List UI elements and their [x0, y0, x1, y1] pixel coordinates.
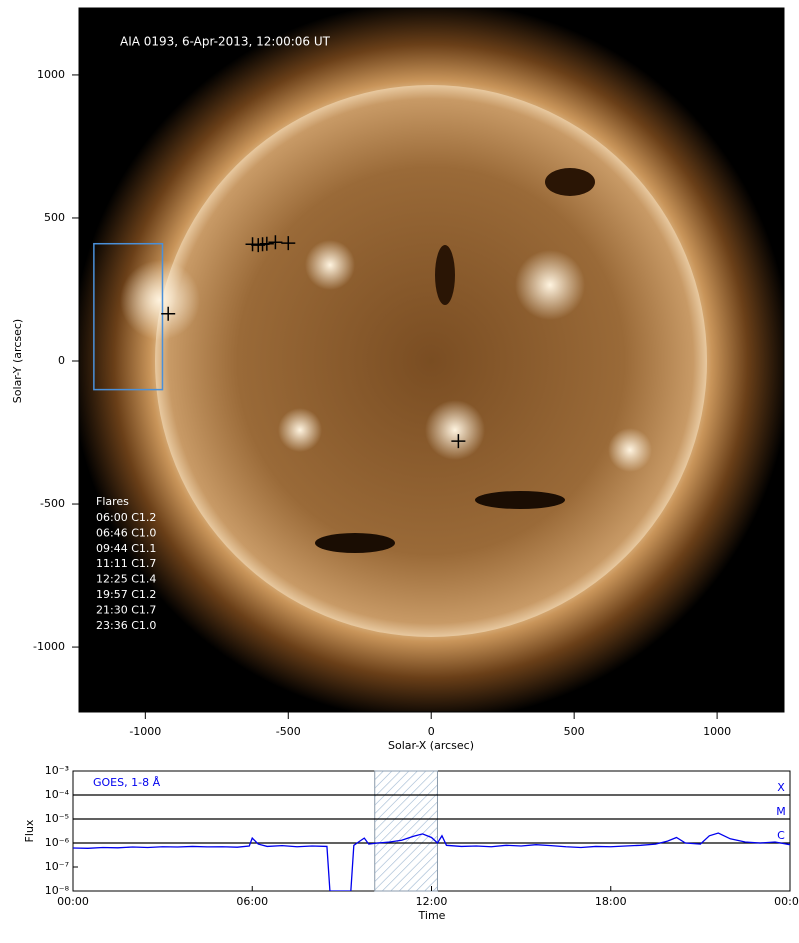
- y-tick-label: -500: [40, 497, 65, 510]
- flare-marker: [281, 236, 296, 251]
- y-tick-label: 10⁻⁶: [45, 836, 70, 849]
- flare-marker: [268, 235, 283, 250]
- active-region: [425, 400, 485, 460]
- y-axis-label: Solar-Y (arcsec): [11, 319, 24, 403]
- flare-marker: [161, 306, 176, 321]
- x-tick-label: 0: [428, 725, 435, 738]
- y-tick-label: 10⁻⁷: [45, 860, 69, 873]
- class-label: C: [777, 829, 785, 842]
- y-tick-label: 10⁻⁵: [45, 812, 69, 825]
- flux-line: [73, 832, 790, 891]
- flare-entry: 09:44 C1.1: [96, 542, 156, 555]
- y-tick-label: 500: [44, 211, 65, 224]
- x-tick-label: 00:00: [774, 895, 799, 908]
- flare-entry: 19:57 C1.2: [96, 588, 156, 601]
- coronal-hole: [545, 168, 595, 196]
- coronal-hole: [475, 491, 565, 509]
- highlight-span: [374, 770, 438, 892]
- active-region: [305, 240, 355, 290]
- flares-title: Flares: [96, 495, 129, 508]
- active-region: [278, 408, 322, 452]
- flare-entry: 06:46 C1.0: [96, 526, 156, 539]
- active-region: [608, 428, 652, 472]
- y-tick-label: 1000: [37, 68, 65, 81]
- flare-entry: 21:30 C1.7: [96, 603, 156, 616]
- solar-image: [79, 8, 784, 712]
- flare-entry: 12:25 C1.4: [96, 573, 156, 586]
- x-tick-label: 12:00: [416, 895, 448, 908]
- x-tick-label: 00:00: [57, 895, 89, 908]
- y-tick-label: 10⁻⁴: [45, 788, 70, 801]
- x-axis-label: Solar-X (arcsec): [388, 739, 474, 752]
- solar-disk: [155, 85, 707, 637]
- y-tick-label: 0: [58, 354, 65, 367]
- y-tick-label: -1000: [33, 640, 65, 653]
- x-tick-label: 500: [564, 725, 585, 738]
- flare-entry: 23:36 C1.0: [96, 619, 156, 632]
- legend-label: GOES, 1-8 Å: [93, 776, 161, 789]
- y-tick-label: 10⁻³: [45, 764, 69, 777]
- flare-marker: [451, 434, 466, 449]
- y-tick-label: 10⁻⁸: [45, 884, 70, 897]
- coronal-hole: [435, 245, 455, 305]
- class-label: M: [776, 805, 786, 818]
- region-box: [93, 242, 164, 391]
- coronal-hole: [315, 533, 395, 553]
- x-tick-label: -1000: [129, 725, 161, 738]
- series-group: [73, 832, 790, 891]
- x-axis-label: Time: [418, 909, 446, 922]
- x-tick-label: 06:00: [236, 895, 268, 908]
- active-region: [515, 250, 585, 320]
- y-axis-label: Flux: [23, 819, 36, 842]
- flare-entry: 06:00 C1.2: [96, 511, 156, 524]
- active-region: [120, 260, 200, 340]
- class-label: X: [777, 781, 785, 794]
- image-title: AIA 0193, 6-Apr-2013, 12:00:06 UT: [120, 35, 331, 49]
- x-tick-label: -500: [276, 725, 301, 738]
- x-tick-label: 18:00: [595, 895, 627, 908]
- x-tick-label: 1000: [703, 725, 731, 738]
- flare-entry: 11:11 C1.7: [96, 557, 156, 570]
- flare-marker: [259, 236, 274, 251]
